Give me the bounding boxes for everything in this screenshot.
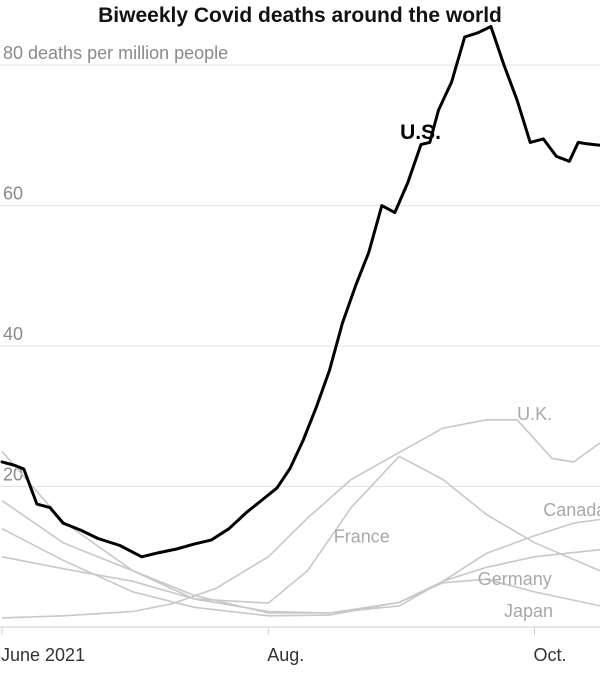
series-label-france: France <box>334 527 390 547</box>
gridlines <box>0 64 600 628</box>
series-line-u-k <box>1 419 600 619</box>
series-line-france <box>1 450 600 604</box>
series-label-canada: Canada <box>543 500 600 520</box>
series-line-germany <box>1 527 600 617</box>
series-line-canada <box>1 518 600 614</box>
series-line-u-s <box>0 25 600 559</box>
series-labels: U.S. U.K. Canada France Germany Japan <box>334 121 600 621</box>
y-tick-label: 40 <box>3 324 23 344</box>
series-line-japan <box>1 499 600 614</box>
series-label-u-k: U.K. <box>517 404 552 424</box>
us-series <box>0 25 600 559</box>
x-tick-label: June 2021 <box>1 645 85 665</box>
comparison-series <box>1 419 600 619</box>
y-tick-label: 60 <box>3 184 23 204</box>
x-tick-label: Aug. <box>267 645 304 665</box>
series-label-u-s: U.S. <box>400 121 441 144</box>
chart-title: Biweekly Covid deaths around the world <box>98 4 502 27</box>
y-tick-label: 80 deaths per million people <box>3 43 228 63</box>
x-axis-ticks: June 2021 Aug. Oct. <box>1 627 567 665</box>
series-label-germany: Germany <box>478 569 552 589</box>
series-label-japan: Japan <box>504 601 553 621</box>
x-tick-label: Oct. <box>534 645 567 665</box>
